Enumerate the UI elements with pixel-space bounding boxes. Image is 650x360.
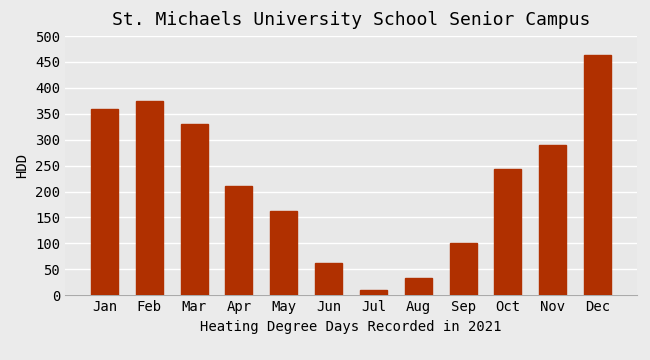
Bar xyxy=(270,211,297,295)
Bar xyxy=(584,55,611,295)
Bar xyxy=(181,124,207,295)
Bar xyxy=(136,101,162,295)
Bar xyxy=(91,109,118,295)
Bar xyxy=(540,145,566,295)
X-axis label: Heating Degree Days Recorded in 2021: Heating Degree Days Recorded in 2021 xyxy=(200,320,502,334)
Bar xyxy=(495,169,521,295)
Y-axis label: HDD: HDD xyxy=(16,153,29,178)
Bar xyxy=(315,262,342,295)
Bar xyxy=(226,186,252,295)
Title: St. Michaels University School Senior Campus: St. Michaels University School Senior Ca… xyxy=(112,11,590,29)
Bar xyxy=(450,243,476,295)
Bar xyxy=(360,290,387,295)
Bar xyxy=(405,278,432,295)
